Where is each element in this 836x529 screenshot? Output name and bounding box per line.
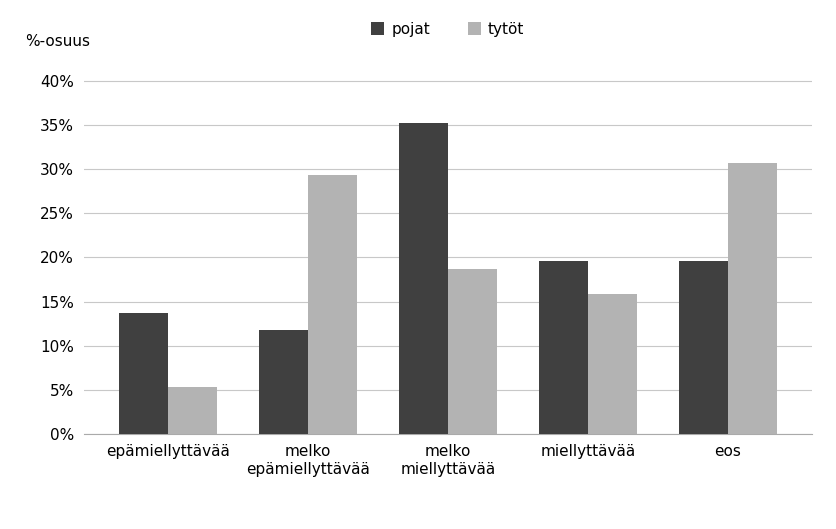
Bar (119, 313, 167, 434)
Legend: pojat, tytöt: pojat, tytöt (364, 15, 530, 43)
Bar (538, 261, 587, 434)
Bar (258, 330, 308, 434)
Bar (308, 176, 356, 434)
Text: %-osuus: %-osuus (25, 34, 90, 49)
Bar (727, 163, 776, 434)
Bar (447, 269, 497, 434)
Bar (587, 294, 636, 434)
Bar (678, 261, 727, 434)
Bar (398, 123, 447, 434)
Bar (167, 387, 217, 434)
